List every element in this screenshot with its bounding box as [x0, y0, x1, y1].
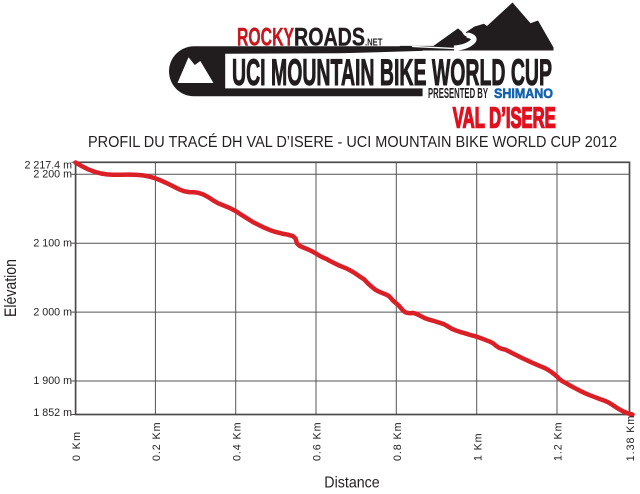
- svg-text:PRESENTED BY: PRESENTED BY: [428, 86, 488, 102]
- svg-text:SHIMANO: SHIMANO: [494, 85, 553, 101]
- svg-text:0.4 Km: 0.4 Km: [231, 422, 243, 461]
- svg-text:1 852 m: 1 852 m: [33, 407, 72, 419]
- svg-text:ROADS: ROADS: [294, 23, 365, 51]
- svg-text:Distance: Distance: [324, 475, 379, 492]
- svg-text:1.2 Km: 1.2 Km: [553, 422, 565, 461]
- svg-text:0.8 Km: 0.8 Km: [392, 422, 404, 461]
- svg-text:1.38 Km: 1.38 Km: [625, 416, 637, 462]
- svg-text:2 217.4 m: 2 217.4 m: [24, 159, 72, 171]
- svg-text:0.2 Km: 0.2 Km: [151, 422, 163, 461]
- svg-text:0 Km: 0 Km: [71, 432, 83, 461]
- svg-text:2 000 m: 2 000 m: [33, 306, 72, 318]
- svg-text:ROCKY: ROCKY: [237, 23, 294, 51]
- svg-text:PROFIL DU TRACÉ DH VAL D’ISERE: PROFIL DU TRACÉ DH VAL D’ISERE - UCI MOU…: [88, 132, 617, 151]
- svg-text:2 100 m: 2 100 m: [33, 237, 72, 249]
- svg-text:0.6 Km: 0.6 Km: [312, 422, 324, 461]
- svg-text:1 Km: 1 Km: [472, 433, 484, 461]
- svg-text:Elévation: Elévation: [2, 259, 20, 317]
- svg-text:VAL D’ISERE: VAL D’ISERE: [453, 103, 556, 135]
- svg-text:.NET: .NET: [365, 36, 383, 48]
- svg-text:2 200 m: 2 200 m: [33, 169, 72, 181]
- svg-text:UCI MOUNTAIN BIKE WORLD CUP: UCI MOUNTAIN BIKE WORLD CUP: [232, 52, 552, 93]
- svg-text:1 900 m: 1 900 m: [33, 375, 72, 387]
